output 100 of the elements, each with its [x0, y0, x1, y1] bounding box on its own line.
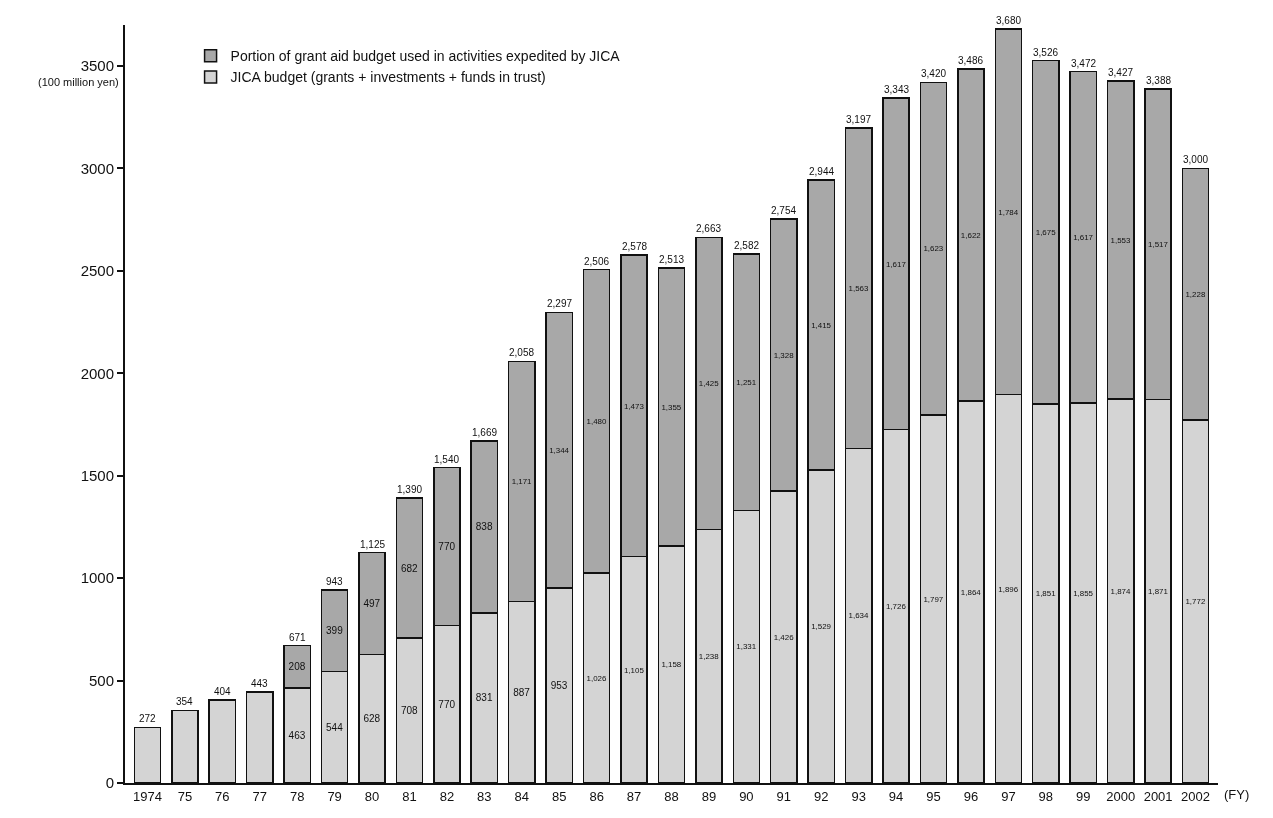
data-label: 1,480 — [586, 416, 607, 426]
total-label: 3,343 — [884, 84, 910, 95]
data-label: 1,553 — [1110, 235, 1132, 245]
data-label: 1,426 — [773, 632, 795, 642]
y-tick-label: 0 — [105, 774, 114, 792]
data-label: 208 — [288, 661, 306, 673]
y-tick-label: 1000 — [80, 569, 114, 587]
data-label: 682 — [400, 562, 419, 574]
data-label: 1,517 — [1148, 240, 1168, 250]
data-label: 1,851 — [1035, 589, 1057, 599]
y-tick-label: 3000 — [80, 159, 114, 177]
data-label: 1,328 — [773, 350, 795, 360]
total-label: 2,297 — [547, 298, 573, 309]
x-tick-label: 86 — [589, 788, 604, 804]
data-label: 1,634 — [848, 611, 869, 621]
data-label: 1,158 — [661, 660, 682, 670]
total-label: 272 — [139, 713, 157, 724]
total-label: 3,197 — [846, 114, 872, 125]
total-label: 1,540 — [434, 454, 460, 465]
y-tick-label: 1500 — [80, 466, 114, 484]
x-tick-label: 89 — [701, 788, 717, 804]
x-tick-label: 82 — [439, 788, 455, 804]
data-label: 628 — [363, 713, 381, 725]
data-label: 1,855 — [1073, 588, 1094, 598]
legend-label: JICA budget (grants + investments + funds in trust) — [230, 69, 546, 86]
data-label: 1,238 — [698, 651, 720, 661]
x-tick-label: 83 — [477, 788, 492, 804]
data-label: 831 — [475, 692, 493, 704]
y-tick-label: 500 — [88, 671, 114, 689]
data-label: 1,425 — [698, 379, 720, 389]
data-label: 1,797 — [923, 594, 944, 604]
data-label: 1,415 — [811, 320, 832, 330]
x-tick-label: 97 — [1001, 788, 1016, 804]
total-label: 3,526 — [1033, 47, 1059, 58]
data-label: 887 — [513, 686, 531, 698]
data-label: 463 — [288, 730, 306, 742]
x-tick-label: 80 — [364, 788, 380, 804]
x-tick-label: 95 — [926, 788, 941, 804]
data-label: 1,622 — [960, 230, 981, 240]
x-tick-label: 79 — [327, 788, 342, 804]
x-tick-label: 88 — [664, 788, 679, 804]
data-label: 770 — [438, 540, 456, 552]
data-label: 399 — [326, 625, 344, 637]
total-label: 671 — [289, 632, 307, 643]
x-axis-title: (FY) — [1224, 787, 1250, 802]
data-label: 1,473 — [623, 401, 645, 411]
data-label: 1,623 — [923, 244, 944, 254]
data-label: 1,228 — [1185, 289, 1206, 299]
y-axis-title: (100 million yen) — [38, 76, 119, 88]
x-tick-label: 77 — [252, 788, 267, 804]
data-label: 544 — [326, 721, 344, 733]
data-label: 1,864 — [960, 587, 982, 597]
data-label: 1,617 — [886, 259, 906, 269]
x-tick-label: 93 — [851, 788, 866, 804]
data-label: 1,251 — [736, 377, 757, 387]
x-tick-label: 94 — [888, 788, 904, 804]
x-tick-label: 2001 — [1143, 788, 1173, 804]
x-tick-label: 87 — [626, 788, 642, 804]
x-tick-label: 98 — [1038, 788, 1054, 804]
data-label: 1,331 — [736, 642, 757, 652]
total-label: 443 — [251, 678, 269, 689]
data-label: 708 — [400, 704, 419, 716]
total-label: 3,486 — [958, 55, 984, 66]
total-label: 3,420 — [921, 68, 947, 79]
total-label: 2,754 — [771, 205, 797, 216]
x-tick-label: 91 — [776, 788, 792, 804]
total-label: 2,058 — [509, 347, 535, 358]
total-label: 2,944 — [809, 166, 835, 177]
y-tick-label: 2000 — [80, 364, 114, 382]
total-label: 1,125 — [360, 539, 386, 550]
data-label: 1,026 — [586, 673, 607, 683]
x-tick-label: 85 — [551, 788, 567, 804]
total-label: 404 — [214, 686, 232, 697]
data-label: 1,355 — [661, 402, 682, 412]
data-label: 1,563 — [848, 283, 869, 293]
total-label: 1,390 — [397, 484, 423, 495]
legend-label: Portion of grant aid budget used in activities expedited by JICA — [230, 48, 621, 65]
data-label: 1,874 — [1110, 586, 1132, 596]
total-label: 354 — [176, 696, 194, 707]
x-tick-label: 99 — [1076, 788, 1091, 804]
x-tick-label: 2002 — [1181, 788, 1210, 804]
total-label: 3,472 — [1071, 58, 1097, 69]
x-tick-label: 84 — [514, 788, 529, 804]
total-label: 2,582 — [734, 240, 760, 251]
total-label: 943 — [326, 576, 344, 587]
y-tick-label: 3500 — [80, 57, 114, 75]
x-tick-label: 76 — [215, 788, 230, 804]
total-label: 3,427 — [1108, 67, 1134, 78]
data-label: 770 — [438, 698, 456, 710]
data-label: 1,344 — [549, 445, 570, 455]
data-label: 1,726 — [886, 601, 907, 611]
data-label: 1,772 — [1185, 597, 1206, 607]
data-label: 1,896 — [998, 584, 1019, 594]
data-label: 1,675 — [1035, 228, 1057, 237]
data-label: 1,529 — [811, 622, 832, 632]
total-label: 3,680 — [996, 15, 1022, 26]
total-label: 2,663 — [696, 223, 722, 234]
x-tick-label: 90 — [739, 788, 754, 804]
data-label: 1,617 — [1073, 233, 1093, 243]
total-label: 2,506 — [584, 256, 610, 267]
